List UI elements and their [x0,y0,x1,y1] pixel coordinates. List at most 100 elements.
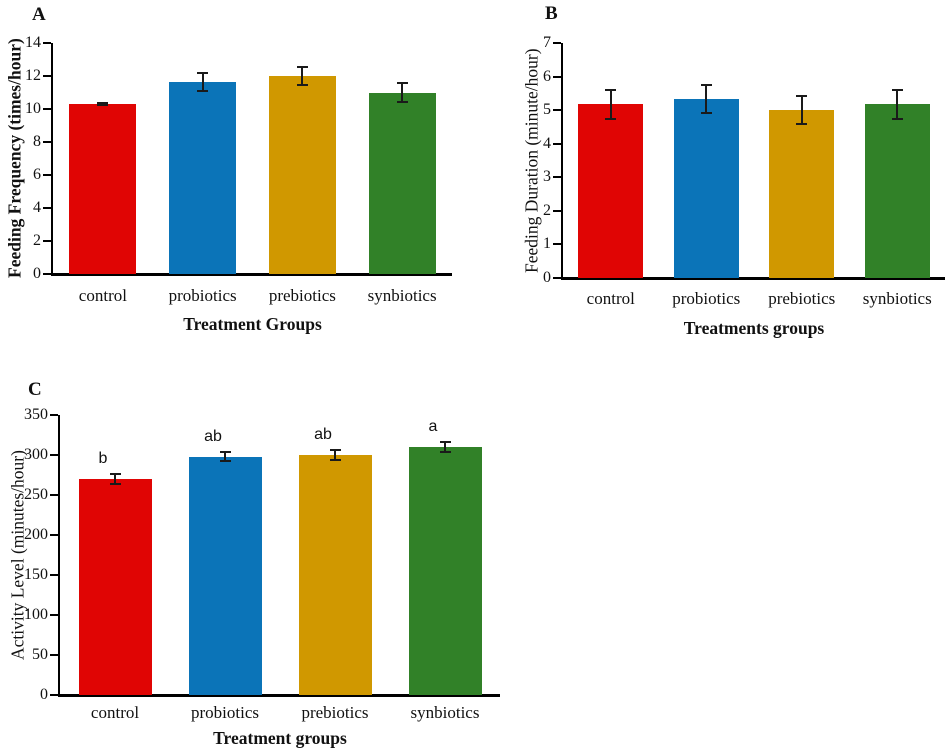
error-bar-prebiotics [296,65,308,87]
bar-prebiotics [769,110,835,278]
y-tick-mark [553,176,561,179]
bar-probiotics [188,456,262,695]
y-tick-mark [553,243,561,246]
y-tick-mark [43,207,51,209]
y-tick-mark [43,42,51,44]
y-tick-mark [43,141,51,143]
y-tick-label: 100 [24,606,48,623]
y-tick-mark [43,108,51,110]
x-category-label-probiotics: probiotics [168,286,237,305]
y-tick-mark [50,574,58,576]
bar-synbiotics [368,92,436,274]
x-axis-title: Treatment Groups [183,314,322,334]
y-tick-mark [43,240,51,242]
y-tick-label: 6 [33,166,41,183]
bar-probiotics [169,81,237,274]
x-category-label-control: control [78,286,127,305]
y-tick-label: 0 [40,686,48,703]
y-tick-mark [553,42,561,44]
error-bar-prebiotics [329,449,341,461]
y-tick-mark [50,694,58,696]
y-tick-mark [553,75,561,78]
y-tick-mark [50,454,58,456]
error-bar-control [97,101,109,106]
y-tick-label: 300 [24,446,48,463]
significance-letter-probiotics: ab [204,428,222,445]
y-tick-mark [43,75,51,77]
y-tick-label: 5 [543,101,551,119]
error-bar-synbiotics [891,89,903,120]
y-tick-mark [50,614,58,616]
x-category-label-control: control [90,703,140,722]
x-category-label-probiotics: probiotics [191,703,259,722]
y-tick-mark [553,142,561,145]
y-tick-label: 7 [543,34,551,51]
y-tick-label: 50 [32,646,48,663]
panel-letter-a: A [32,4,46,25]
x-category-label-prebiotics: prebiotics [301,703,369,722]
y-tick-label: 150 [24,566,48,583]
y-tick-label: 2 [543,201,551,219]
y-tick-label: 0 [33,265,41,282]
y-tick-label: 3 [543,168,551,186]
chart-panel-b: B Feeding Duration (minute/hour) 0 1 2 3 4 5 6 7 c… [520,0,948,352]
y-tick-label: 4 [33,199,41,216]
y-tick-mark [50,414,58,416]
chart-panel-c: C Activity Level (minutes/hour) 0 50 100 150 2… [7,375,522,753]
x-axis-line [51,273,452,276]
y-tick-label: 10 [25,100,41,117]
y-tick-label: 6 [543,67,551,85]
error-bar-control [109,472,121,486]
x-category-label-synbiotics: synbiotics [862,289,932,308]
x-category-label-synbiotics: synbiotics [410,703,480,722]
bar-prebiotics [268,76,336,274]
y-tick-label: 12 [25,67,41,84]
y-axis-line [58,415,60,697]
y-tick-mark [553,109,561,112]
x-axis-title: Treatments groups [683,318,825,338]
bar-control [69,103,137,274]
x-category-label-control: control [586,289,635,308]
y-tick-label: 2 [33,232,41,249]
y-tick-mark [553,277,561,279]
error-bar-synbiotics [396,82,408,103]
bar-control [78,479,152,695]
significance-letter-control: b [98,449,108,467]
bar-prebiotics [298,455,372,695]
y-tick-mark [553,209,561,212]
y-tick-mark [43,273,51,275]
y-tick-mark [50,654,58,656]
y-tick-label: 350 [24,406,48,423]
bar-control [578,104,644,278]
panel-letter-c: C [28,379,42,400]
x-category-label-prebiotics: prebiotics [268,286,336,305]
y-tick-label: 1 [543,235,551,253]
error-bar-probiotics [700,83,712,115]
error-bar-probiotics [219,451,231,463]
x-category-label-synbiotics: synbiotics [367,286,437,305]
significance-letter-synbiotics: a [428,418,438,436]
y-tick-label: 8 [33,133,41,150]
y-tick-mark [43,174,51,176]
bar-synbiotics [408,447,482,695]
x-category-label-probiotics: probiotics [672,289,741,308]
x-axis-title: Treatment groups [213,728,347,748]
y-axis-line [561,43,563,280]
y-tick-label: 14 [25,34,41,51]
y-tick-label: 250 [24,486,48,503]
error-bar-probiotics [197,71,209,92]
x-category-label-prebiotics: prebiotics [768,289,836,308]
significance-letter-prebiotics: ab [314,426,332,444]
y-tick-label: 0 [543,269,551,286]
y-tick-label: 4 [543,134,551,152]
chart-panel-a: A Feeding Frequency (times/hour) 0 2 4 6 8 10 12… [0,0,465,352]
y-axis-line [51,43,53,276]
error-bar-prebiotics [796,95,808,126]
x-axis-line [561,277,945,280]
panel-letter-b: B [545,3,558,24]
error-bar-control [605,89,617,120]
y-tick-label: 200 [24,526,48,543]
y-tick-mark [50,534,58,536]
bar-probiotics [673,99,739,278]
